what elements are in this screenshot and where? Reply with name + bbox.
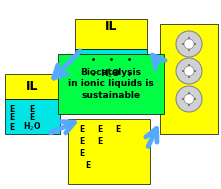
FancyBboxPatch shape xyxy=(75,49,147,84)
Text: E: E xyxy=(115,125,121,133)
FancyBboxPatch shape xyxy=(68,119,150,184)
Circle shape xyxy=(184,94,194,104)
Text: E: E xyxy=(9,114,15,122)
FancyBboxPatch shape xyxy=(160,24,218,134)
Text: E: E xyxy=(29,105,35,114)
Text: E: E xyxy=(9,122,15,132)
FancyBboxPatch shape xyxy=(5,99,60,134)
Text: Biocatalysis
in ionic liquids is
sustainable: Biocatalysis in ionic liquids is sustain… xyxy=(68,68,154,100)
Circle shape xyxy=(184,66,194,76)
Circle shape xyxy=(184,39,194,49)
Circle shape xyxy=(176,86,202,112)
Text: E: E xyxy=(79,125,85,133)
Text: E: E xyxy=(29,114,35,122)
Text: IL: IL xyxy=(26,80,38,92)
Circle shape xyxy=(176,58,202,84)
Text: H$_2$O: H$_2$O xyxy=(100,68,122,80)
Text: E: E xyxy=(79,149,85,157)
Text: E: E xyxy=(97,136,103,146)
FancyBboxPatch shape xyxy=(75,19,147,49)
Text: E: E xyxy=(9,105,15,114)
FancyBboxPatch shape xyxy=(5,74,60,99)
Circle shape xyxy=(176,31,202,57)
Text: IL: IL xyxy=(105,20,117,33)
FancyBboxPatch shape xyxy=(58,54,164,114)
Text: H$_2$O: H$_2$O xyxy=(23,121,41,133)
Text: E: E xyxy=(85,160,91,170)
Text: E: E xyxy=(97,125,103,133)
Text: E: E xyxy=(79,136,85,146)
